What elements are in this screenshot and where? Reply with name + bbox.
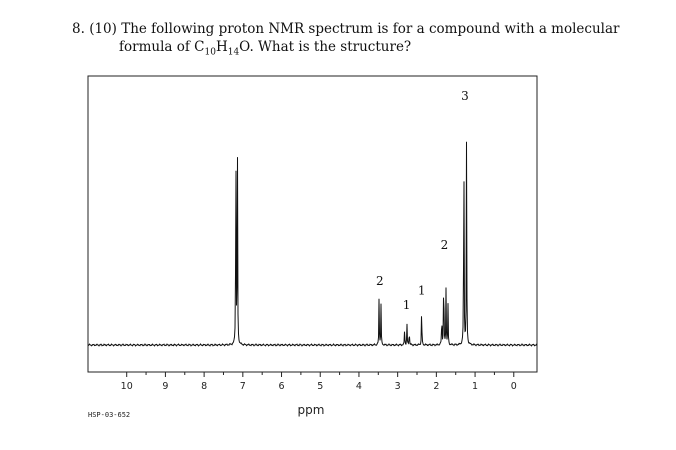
hydrogen-count: 14 — [227, 47, 240, 58]
x-axis-title: ppm — [298, 403, 325, 417]
peak-integration-label: 2 — [441, 238, 449, 252]
question-line-2: formula of C10H14O. What is the structur… — [72, 38, 662, 62]
peak-integration-label: 1 — [403, 298, 411, 312]
x-tick-label: 3 — [395, 381, 401, 392]
x-axis-ticks: 10 9 8 7 6 5 4 3 2 1 0 — [121, 372, 517, 392]
peak-integration-label: 2 — [376, 274, 384, 288]
question-number: 8. — [72, 21, 85, 37]
x-tick-label: 6 — [279, 381, 285, 392]
spectrum-code: HSP-03-652 — [88, 411, 130, 419]
peak-integration-label: 1 — [418, 284, 426, 298]
peak-integration-label: 3 — [461, 89, 469, 103]
x-tick-label: 9 — [162, 381, 168, 392]
x-tick-label: 2 — [433, 381, 439, 392]
x-tick-label: 5 — [317, 381, 323, 392]
plot-frame — [87, 75, 538, 373]
x-tick-label: 4 — [356, 381, 362, 392]
question-points: (10) — [89, 21, 117, 37]
question-line-1: 8. (10) The following proton NMR spectru… — [72, 20, 662, 38]
spectrum-trace — [87, 141, 538, 347]
hydrogen-symbol: H — [215, 39, 228, 55]
x-tick-label: 0 — [511, 381, 517, 392]
question-text: 8. (10) The following proton NMR spectru… — [72, 20, 662, 62]
question-line2-prefix: formula of C — [119, 39, 205, 55]
question-line1-text: The following proton NMR spectrum is for… — [121, 21, 620, 37]
oxygen-symbol: O — [239, 39, 250, 55]
x-tick-label: 10 — [121, 381, 133, 392]
peak-annotations: 2 11 2 3 — [376, 89, 469, 312]
x-tick-label: 8 — [201, 381, 207, 392]
x-tick-label: 1 — [472, 381, 478, 392]
carbon-count: 10 — [204, 47, 216, 58]
x-tick-label: 7 — [240, 381, 246, 392]
question-line2-suffix: . What is the structure? — [249, 39, 412, 55]
